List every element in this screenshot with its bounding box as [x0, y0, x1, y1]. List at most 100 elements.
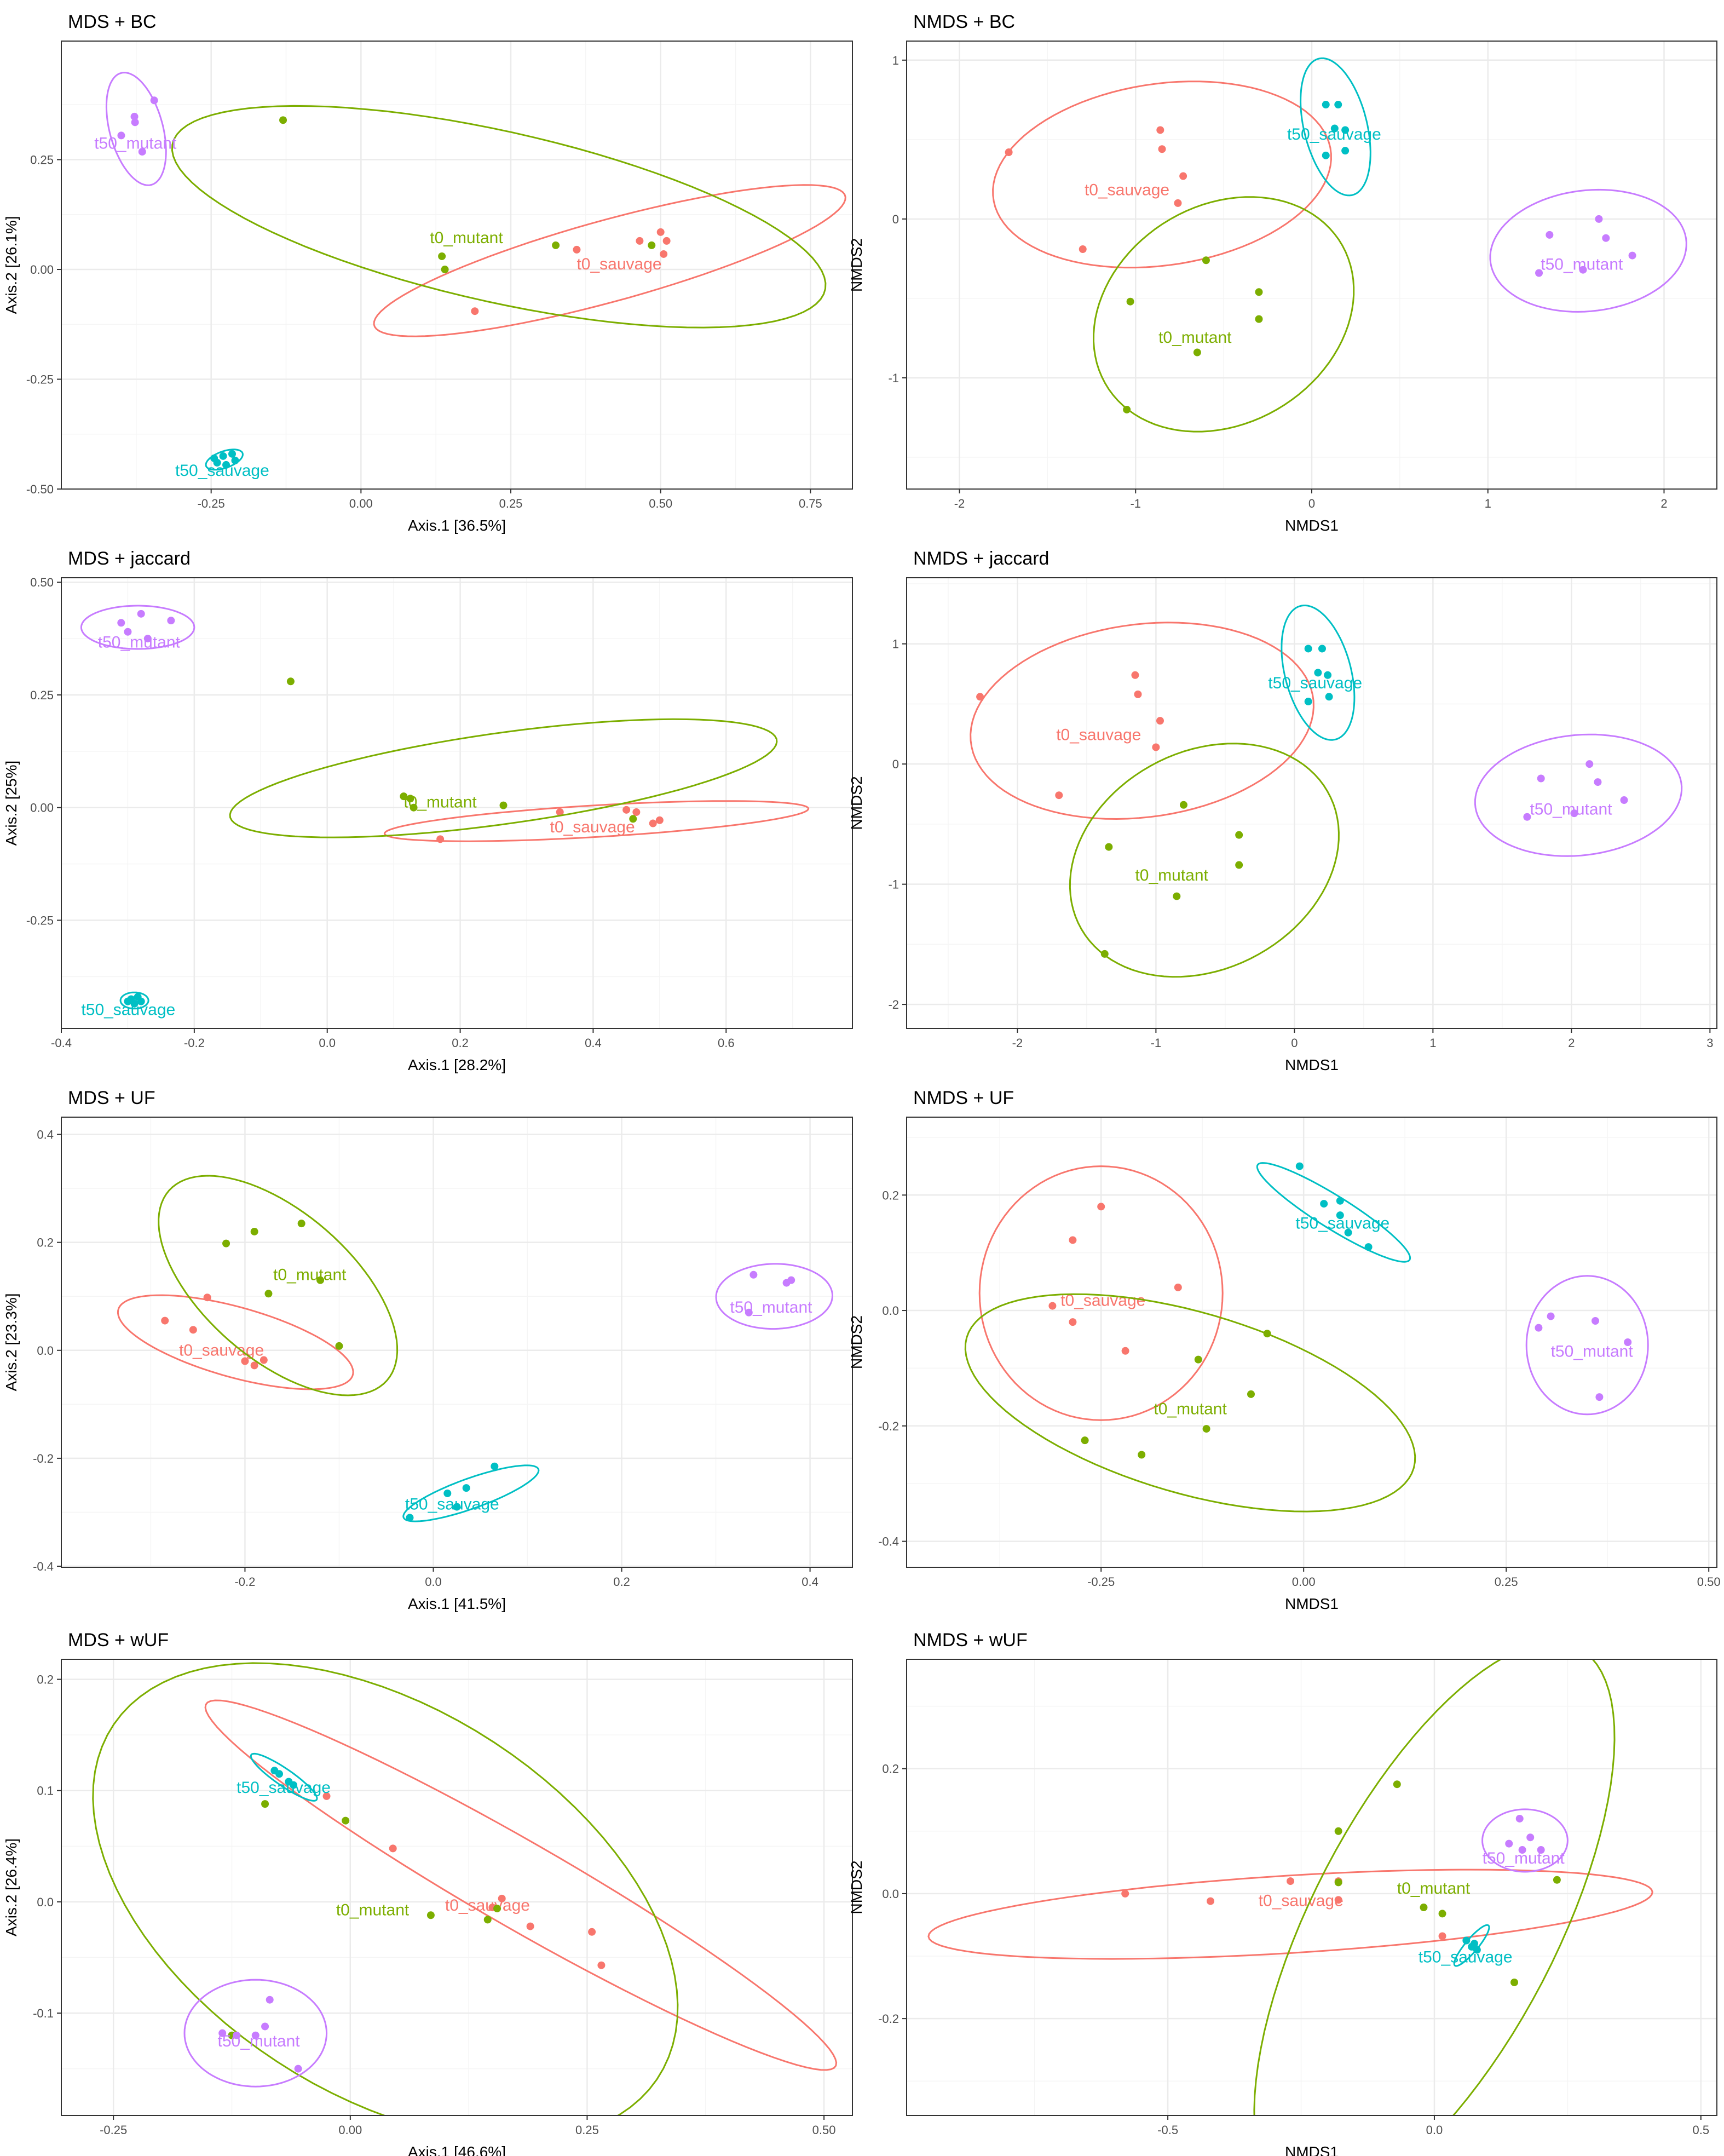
point-t0_sauvage [1207, 1897, 1214, 1905]
y-axis-title: NMDS2 [848, 776, 865, 830]
plot-background [61, 41, 852, 489]
point-t0_mutant [264, 1290, 273, 1298]
point-t50_sauvage [462, 1484, 470, 1492]
point-t0_mutant [400, 792, 408, 801]
ellipse-t50_mutant [1481, 1808, 1569, 1873]
point-t0_sauvage [662, 237, 671, 245]
point-t0_sauvage [189, 1326, 197, 1334]
point-t0_mutant [1179, 801, 1187, 809]
ellipse-t50_sauvage [250, 1752, 318, 1802]
y-tick-label: 0 [892, 757, 899, 771]
y-tick-label: 0.2 [37, 1236, 54, 1250]
point-t0_mutant [483, 1916, 492, 1924]
point-t0_sauvage [976, 693, 984, 701]
group-label-t50_sauvage: t50_sauvage [405, 1496, 499, 1514]
y-tick-label: -0.25 [26, 913, 54, 927]
point-t0_sauvage [1121, 1347, 1129, 1355]
x-tick-label: 0.6 [718, 1036, 735, 1050]
point-t50_sauvage [1295, 1162, 1304, 1170]
point-t0_sauvage [241, 1357, 249, 1365]
point-t0_sauvage [1134, 690, 1142, 698]
x-tick-label: 0 [1291, 1036, 1298, 1050]
point-t50_mutant [1602, 234, 1610, 242]
y-tick-label: -1 [888, 371, 899, 385]
point-t0_mutant [222, 1239, 230, 1247]
point-t50_mutant [233, 2031, 241, 2039]
point-t50_mutant [137, 610, 145, 618]
point-t50_mutant [1546, 231, 1554, 239]
panel-title: NMDS + UF [913, 1088, 1014, 1108]
point-t0_sauvage [1121, 1889, 1129, 1898]
y-axis-title: Axis.2 [26.4%] [3, 1838, 20, 1936]
group-label-t0_sauvage: t0_sauvage [576, 255, 661, 273]
point-t0_sauvage [389, 1844, 397, 1853]
point-t50_mutant [1592, 1317, 1599, 1325]
point-t0_sauvage [1097, 1203, 1105, 1211]
panel-title: MDS + jaccard [68, 548, 191, 569]
point-t0_mutant [1255, 315, 1263, 323]
group-label-t0_sauvage: t0_sauvage [1056, 726, 1141, 744]
panel-border [61, 577, 853, 1029]
x-tick-label: 0.0 [1426, 2123, 1443, 2137]
point-t0_mutant [1438, 1910, 1446, 1918]
point-t50_sauvage [275, 1770, 284, 1778]
x-tick-label: 0.75 [799, 497, 822, 510]
point-t50_sauvage [443, 1489, 452, 1497]
x-tick-label: 3 [1706, 1036, 1713, 1050]
y-tick-label: 0.0 [37, 1344, 54, 1358]
group-label-t50_sauvage: t50_sauvage [1419, 1948, 1513, 1966]
y-tick-label: 1 [892, 637, 899, 651]
x-axis-title: Axis.1 [28.2%] [408, 1056, 506, 1073]
plot-background [907, 1117, 1717, 1567]
point-t50_sauvage [1320, 1200, 1328, 1208]
point-t50_mutant [266, 1996, 274, 2004]
plot-background [907, 1659, 1717, 2115]
y-tick-label: -0.2 [878, 2012, 899, 2026]
point-t0_sauvage [1287, 1877, 1295, 1885]
point-t0_mutant [1081, 1436, 1089, 1445]
ellipse-t0_mutant [229, 718, 778, 838]
ellipse-t0_sauvage [204, 1699, 838, 2071]
point-t50_sauvage [1304, 698, 1312, 706]
panel-border [906, 1117, 1717, 1568]
point-t0_sauvage [573, 245, 581, 254]
x-tick-label: 0 [1308, 497, 1315, 510]
point-t0_mutant [438, 252, 446, 260]
point-t50_mutant [1547, 1312, 1555, 1320]
group-label-t50_sauvage: t50_sauvage [81, 1001, 175, 1019]
group-label-t50_mutant: t50_mutant [1483, 1849, 1565, 1867]
point-t0_sauvage [655, 816, 664, 824]
point-t50_sauvage [219, 452, 227, 460]
grid [61, 41, 852, 489]
x-tick-label: 0.50 [812, 2123, 836, 2137]
y-tick-label: 0.0 [37, 1895, 54, 1909]
panel-title: NMDS + jaccard [913, 548, 1049, 569]
point-t0_mutant [1105, 843, 1113, 851]
group-label-t0_sauvage: t0_sauvage [550, 818, 635, 836]
x-tick-label: 2 [1660, 497, 1667, 510]
point-t50_mutant [167, 617, 175, 625]
group-label-t0_sauvage: t0_sauvage [179, 1342, 264, 1360]
y-tick-label: 0.00 [30, 801, 54, 815]
point-t0_sauvage [1079, 245, 1087, 253]
ellipse-t50_mutant [183, 1979, 328, 2088]
point-t0_sauvage [526, 1922, 534, 1930]
panel-border [61, 1659, 853, 2116]
point-t50_mutant [1624, 1338, 1632, 1346]
point-t0_mutant [1235, 831, 1243, 839]
ellipse-t0_sauvage [970, 622, 1314, 820]
point-t0_sauvage [1174, 199, 1182, 207]
point-t50_mutant [1518, 1846, 1526, 1854]
ellipse-t0_sauvage [373, 184, 846, 337]
group-label-t0_sauvage: t0_sauvage [1085, 181, 1169, 199]
group-label-t0_mutant: t0_mutant [273, 1266, 347, 1284]
group-label-t0_mutant: t0_mutant [1397, 1879, 1471, 1898]
group-label-t0_mutant: t0_mutant [403, 794, 477, 812]
ellipse-t50_mutant [105, 71, 167, 186]
point-t0_mutant [1247, 1390, 1255, 1398]
point-t0_mutant [1235, 861, 1243, 869]
x-tick-label: -0.4 [51, 1036, 72, 1050]
point-t0_mutant [1255, 288, 1263, 296]
